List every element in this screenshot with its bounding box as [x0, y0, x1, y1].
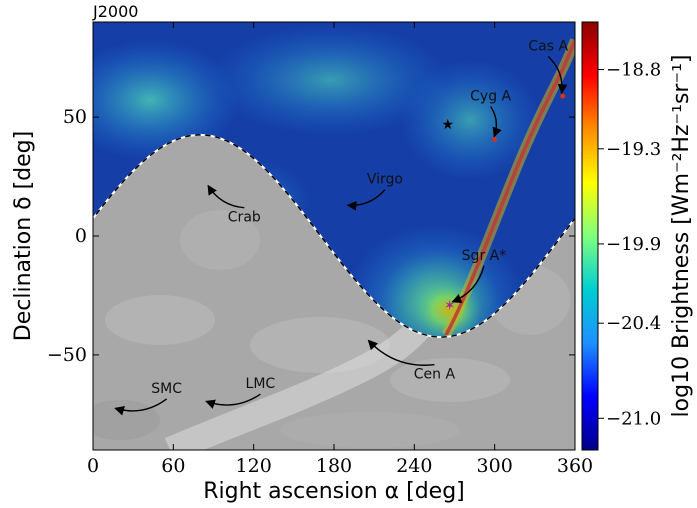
source-sgr-a-arrow [451, 265, 485, 304]
colorbar-tick-label: −18.8 [606, 60, 661, 81]
source-cyg-a-marker [492, 136, 498, 142]
source-lmc-arrow [205, 393, 261, 409]
source-cyg-a-arrow [490, 106, 502, 138]
source-cas-a-marker [560, 93, 566, 99]
x-tick-label: 0 [87, 455, 99, 477]
colorbar-tick-label: −20.4 [606, 313, 661, 334]
x-axis-ticks: 0 60 120 180 240 300 360 [87, 22, 593, 477]
y-axis-label: Declination δ [deg] [11, 131, 36, 341]
y-tick-label: 0 [75, 225, 87, 247]
colorbar-tick-label: −21.0 [606, 408, 661, 429]
source-smc-arrow [114, 398, 168, 416]
colorbar-tick-label: −19.3 [606, 139, 661, 160]
source-cyg-a-label: Cyg A [470, 88, 511, 104]
source-markers: ✶★ [442, 93, 566, 314]
colorbar [581, 21, 599, 451]
source-labels: Cas A Cyg A Virgo Crab Sgr A* Cen A LMC SMC [114, 39, 568, 416]
x-tick-label: 180 [316, 455, 352, 477]
x-tick-label: 360 [557, 455, 593, 477]
source-smc-label: SMC [151, 381, 182, 397]
y-axis-ticks: −50 0 50 [47, 106, 575, 366]
x-tick-label: 300 [477, 455, 513, 477]
source-sgr-a-label: Sgr A* [462, 248, 507, 264]
colorbar-label: log10 Brightness [Wm⁻²Hz⁻¹sr⁻¹] [669, 55, 694, 418]
source-cen-a-label: Cen A [414, 367, 456, 383]
y-tick-label: 50 [63, 106, 87, 128]
source-virgo-arrow [346, 189, 386, 211]
x-tick-label: 240 [396, 455, 432, 477]
colorbar-ticks: −18.8 −19.3 −19.9 −20.4 −21.0 [598, 60, 661, 429]
source-cas-a-arrow [547, 56, 568, 94]
colorbar-tick-label: −19.9 [606, 234, 661, 255]
source-lmc-label: LMC [246, 376, 276, 392]
source-cas-a-label: Cas A [528, 39, 568, 55]
source-sgr-a-marker: ✶ [444, 298, 456, 314]
source-crab-label: Crab [228, 210, 261, 226]
source-cen-a-arrow [367, 339, 435, 366]
black-star-marker: ★ [442, 117, 455, 133]
source-virgo-label: Virgo [367, 172, 403, 188]
source-crab-arrow [207, 184, 245, 209]
chart-title: J2000 [92, 2, 138, 21]
horizon-curve [93, 133, 575, 339]
x-tick-label: 60 [161, 455, 185, 477]
x-axis-label: Right ascension α [deg] [203, 479, 465, 504]
y-tick-label: −50 [47, 344, 87, 366]
x-tick-label: 120 [236, 455, 272, 477]
